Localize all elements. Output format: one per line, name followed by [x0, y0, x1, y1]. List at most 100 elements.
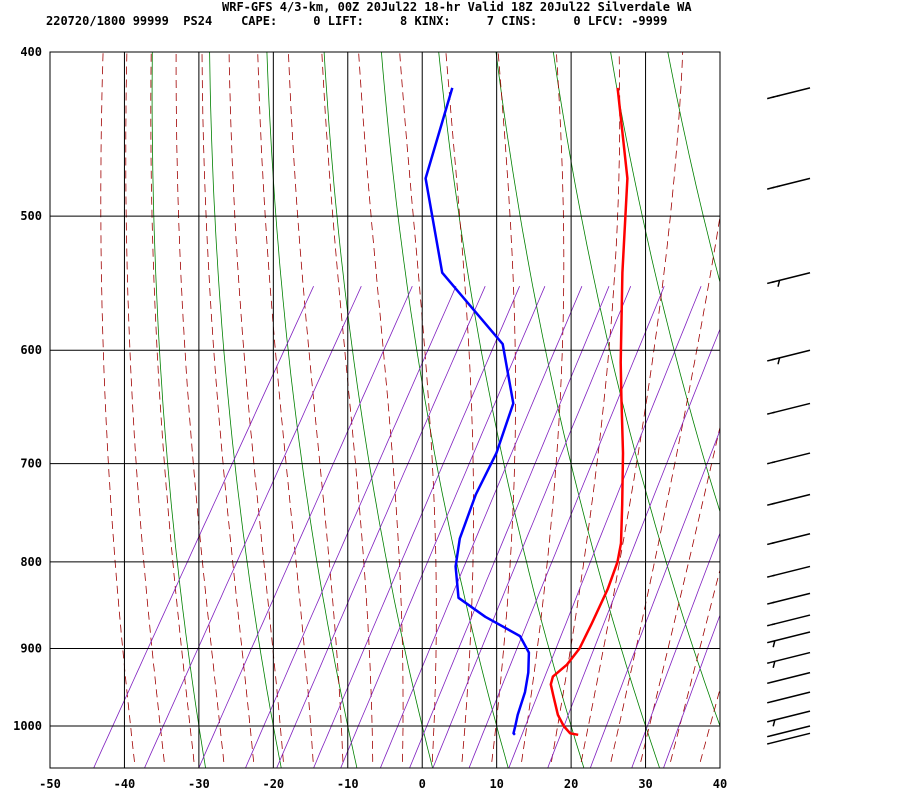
wind-barb-feather — [771, 461, 775, 464]
moist-adiabat — [150, 52, 195, 762]
wind-barb-feather — [767, 641, 771, 644]
x-tick-label: 20 — [564, 777, 578, 791]
moist-adiabat — [491, 52, 516, 762]
wind-barb-staff — [769, 565, 811, 578]
wind-barb — [767, 631, 811, 648]
moist-adiabat — [610, 214, 720, 762]
x-tick-label: -40 — [114, 777, 136, 791]
wind-barb-staff — [769, 272, 811, 284]
y-tick-label: 700 — [20, 457, 42, 471]
wind-barb — [767, 533, 811, 546]
wind-barb-staff — [769, 732, 811, 745]
wind-barb — [767, 493, 811, 506]
wind-barb — [767, 402, 811, 415]
moist-adiabat — [580, 52, 684, 762]
wind-barb-feather — [771, 574, 775, 577]
wind-barb — [767, 725, 811, 738]
dry-adiabat — [438, 52, 585, 768]
dry-adiabat — [495, 52, 661, 768]
wind-barb-feather — [767, 187, 771, 190]
wind-barb-feather — [767, 543, 771, 546]
wind-barb-feather — [771, 280, 775, 283]
wind-barb-staff — [769, 592, 811, 605]
wind-barb — [767, 272, 811, 287]
wind-barb-staff — [769, 710, 811, 722]
mixing-ratio-line — [379, 286, 583, 768]
dry-adiabat — [323, 52, 433, 768]
wind-barb-feather — [767, 720, 771, 723]
wind-barb — [767, 177, 811, 190]
x-tick-label: -20 — [262, 777, 284, 791]
chart-subtitle: 220720/1800 99999 PS24 CAPE: 0 LIFT: 8 K… — [46, 14, 668, 28]
moist-adiabat — [201, 52, 254, 762]
x-tick-label: 0 — [419, 777, 426, 791]
moist-adiabat — [521, 52, 565, 762]
tick-labels: 400 500 600 700 800 900 1000 -50 -40 -30 -20 -10 0 10… — [13, 45, 727, 791]
moist-adiabat — [257, 52, 314, 762]
wind-barb-feather — [767, 503, 771, 506]
wind-barb-feather — [771, 411, 775, 414]
wind-barb-feather — [772, 640, 776, 648]
wind-barb-staff — [769, 614, 811, 626]
wind-barb-feather — [771, 358, 775, 361]
moist-adiabat — [100, 52, 135, 762]
wind-barb-feather — [767, 359, 771, 362]
moist-adiabat — [699, 687, 720, 762]
wind-barb-feather — [771, 601, 775, 604]
wind-barb-feather — [771, 502, 775, 505]
moist-adiabat — [551, 52, 621, 762]
x-tick-label: -50 — [39, 777, 61, 791]
moist-adiabat — [125, 52, 165, 762]
wind-barb — [767, 87, 811, 100]
wind-barb-feather — [771, 623, 775, 626]
mixing-ratio-line — [144, 286, 362, 768]
wind-barb-feather — [767, 681, 771, 685]
wind-barb-staff — [769, 631, 811, 643]
x-tick-label: 40 — [713, 777, 727, 791]
wind-barb-feather — [771, 95, 775, 99]
wind-barb-feather — [767, 575, 771, 578]
mixing-ratio-line — [432, 286, 632, 768]
dry-adiabat — [816, 0, 900, 796]
wind-barb-staff — [769, 177, 811, 190]
y-tick-label: 500 — [20, 209, 42, 223]
wind-barb — [767, 592, 811, 605]
wind-barb — [767, 691, 811, 704]
wind-barb-feather — [777, 357, 781, 365]
mixing-ratio-line — [547, 327, 720, 768]
wind-barb-feather — [767, 701, 771, 704]
y-tick-label: 400 — [20, 45, 42, 59]
wind-barb-feather — [767, 742, 771, 745]
moist-adiabat — [640, 425, 720, 762]
reference-lines — [93, 0, 900, 796]
wind-barb-feather — [767, 624, 771, 627]
mixing-ratio-line — [468, 286, 665, 768]
wind-barb-feather — [767, 661, 771, 665]
y-tick-label: 900 — [20, 641, 42, 655]
y-tick-label: 800 — [20, 555, 42, 569]
wind-barb — [767, 349, 811, 365]
wind-barb-staff — [769, 533, 811, 545]
x-tick-label: 10 — [489, 777, 503, 791]
moist-adiabat — [358, 52, 404, 762]
wind-barb — [767, 614, 811, 627]
y-tick-label: 600 — [20, 343, 42, 357]
wind-barb — [767, 671, 811, 685]
wind-barb-staff — [769, 671, 811, 684]
wind-barb-feather — [767, 602, 771, 605]
wind-barb-staff — [769, 349, 811, 361]
wind-barb-feather — [772, 719, 776, 727]
mixing-ratio-line — [589, 429, 720, 768]
y-tick-label: 1000 — [13, 719, 42, 733]
moist-adiabat — [228, 52, 284, 762]
wind-barb-staff — [769, 651, 811, 664]
wind-barb-staff — [769, 691, 811, 703]
dry-adiabat — [761, 0, 900, 796]
dry-adiabat — [871, 0, 900, 796]
wind-barb-feather — [767, 462, 771, 465]
dry-adiabat — [151, 52, 206, 768]
wind-barb-staff — [769, 87, 811, 99]
mixing-ratio-line — [340, 286, 546, 768]
moist-adiabat — [287, 52, 344, 762]
wind-barb-staff — [769, 493, 811, 506]
